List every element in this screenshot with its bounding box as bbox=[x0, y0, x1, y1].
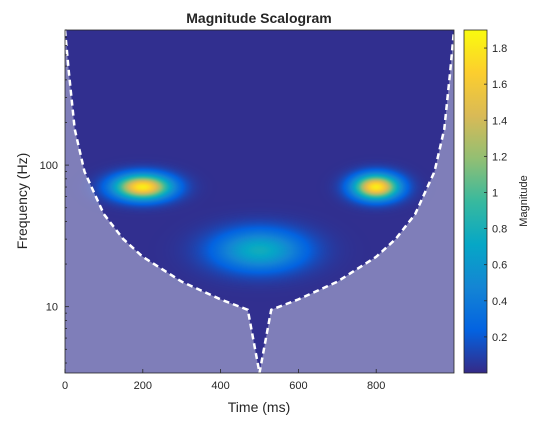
colorbar-gradient bbox=[463, 29, 488, 374]
colorbar-tick-label: 1.8 bbox=[492, 43, 507, 55]
x-axis-label: Time (ms) bbox=[228, 399, 290, 415]
colorbar-tick-label: 1 bbox=[492, 187, 498, 199]
colorbar-tick-label: 0.8 bbox=[492, 224, 507, 236]
colorbar-tick-label: 1.4 bbox=[492, 115, 507, 127]
plot-area bbox=[65, 30, 454, 373]
x-tick-label: 0 bbox=[62, 380, 68, 392]
colorbar-tick-label: 1.2 bbox=[492, 151, 507, 163]
x-tick-label: 600 bbox=[289, 380, 307, 392]
colorbar-label: Magnitude bbox=[518, 175, 530, 226]
cone-of-influence-shading bbox=[65, 30, 454, 373]
y-tick-label: 10 bbox=[46, 302, 58, 314]
colorbar-tick-label: 0.2 bbox=[492, 332, 507, 344]
cone-of-influence-line bbox=[65, 30, 454, 373]
chart-title: Magnitude Scalogram bbox=[186, 10, 331, 26]
colorbar-tick-label: 1.6 bbox=[492, 79, 507, 91]
y-tick-label: 100 bbox=[40, 160, 58, 172]
scalogram-heatmap bbox=[65, 30, 454, 373]
x-tick-label: 400 bbox=[211, 380, 229, 392]
colorbar-ticks: 0.2 0.4 0.6 0.8 1 1.2 1.4 1.6 1.8 bbox=[484, 43, 507, 344]
colorbar: 0.2 0.4 0.6 0.8 1 1.2 1.4 1.6 1.8 Magnitude bbox=[463, 29, 530, 374]
y-axis: 10 100 bbox=[40, 29, 69, 364]
x-tick-label: 800 bbox=[367, 380, 385, 392]
colorbar-tick-label: 0.6 bbox=[492, 260, 507, 272]
colorbar-tick-label: 0.4 bbox=[492, 296, 507, 308]
x-tick-label: 200 bbox=[134, 380, 152, 392]
y-axis-label: Frequency (Hz) bbox=[14, 153, 30, 249]
plot-frame bbox=[64, 29, 455, 374]
x-axis: 0 200 400 600 800 bbox=[62, 369, 385, 392]
